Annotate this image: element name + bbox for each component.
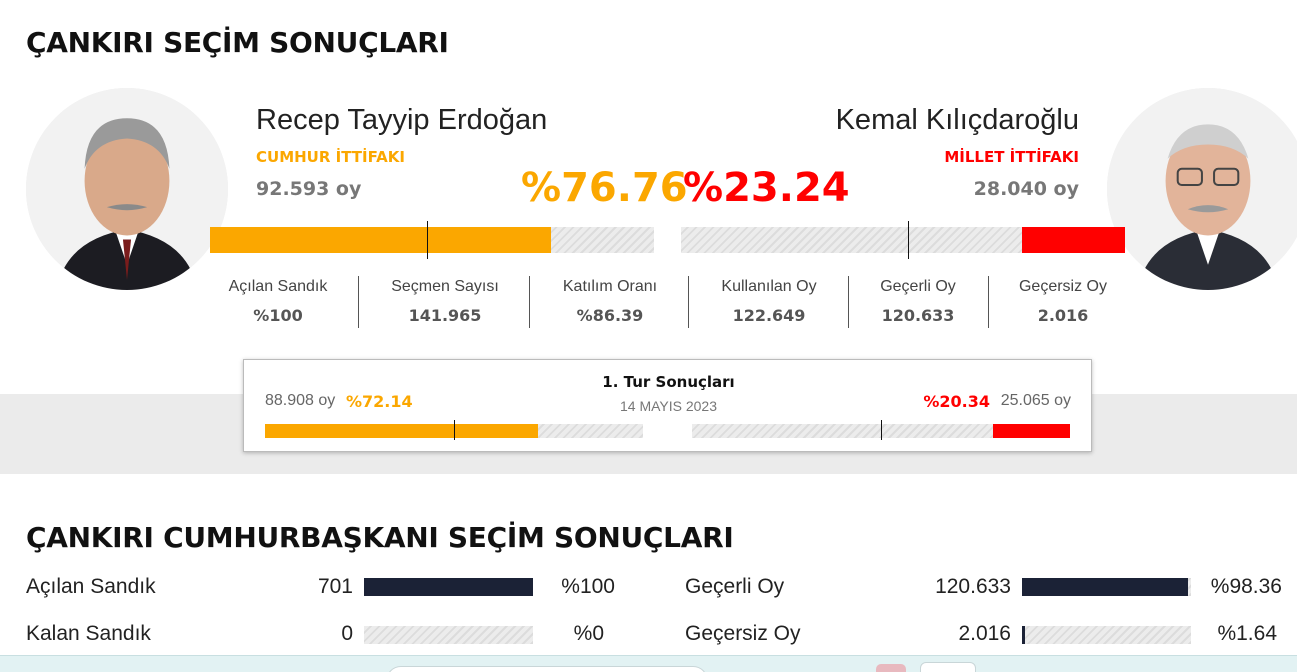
stat-divider [988, 276, 989, 328]
first-round-results-card: 1. Tur Sonuçları 14 MAYIS 2023 88.908 oy… [243, 359, 1092, 452]
stat-value-turnout: %86.39 [576, 306, 644, 325]
stat-value-valid-votes: 120.633 [881, 306, 955, 325]
candidate-2-photo [1107, 88, 1297, 290]
candidate-2-percentage: %23.24 [683, 165, 850, 211]
table-row-bar-fill [1022, 626, 1025, 644]
candidate-1-photo [26, 88, 228, 290]
candidate-2-votes: 28.040 oy [973, 178, 1079, 200]
stat-divider [529, 276, 530, 328]
table-row-percentage: %0 [573, 622, 604, 645]
table-row-bar [364, 626, 533, 644]
table-row-percentage: %98.36 [1210, 575, 1282, 598]
table-row-bar-fill [1022, 578, 1189, 596]
table-row-percentage: %100 [561, 575, 615, 598]
stat-value-votes-cast: 122.649 [732, 306, 806, 325]
candidate-1-name: Recep Tayyip Erdoğan [256, 104, 548, 136]
table-row-label: Kalan Sandık [26, 622, 151, 645]
majority-marker [427, 221, 428, 259]
first-round-candidate-1-bar [265, 420, 643, 440]
section-title: ÇANKIRI CUMHURBAŞKANI SEÇİM SONUÇLARI [26, 521, 734, 554]
stat-label-invalid-votes: Geçersiz Oy [1018, 278, 1107, 295]
candidate-2-result-fill [1021, 227, 1125, 253]
candidate-1-votes: 92.593 oy [256, 178, 362, 200]
first-round-candidate-2-bar [692, 420, 1070, 440]
first-round-candidate-2-fill [993, 424, 1070, 438]
table-row-value: 2.016 [958, 622, 1011, 645]
first-round-candidate-1-percentage: %72.14 [346, 392, 413, 411]
portrait-icon [26, 88, 228, 290]
first-round-title: 1. Tur Sonuçları [602, 373, 735, 391]
majority-marker [454, 420, 455, 440]
first-round-candidate-2-votes: 25.065 oy [1000, 392, 1071, 409]
candidate-1-percentage: %76.76 [521, 165, 688, 211]
candidate-1-result-bar [210, 221, 654, 259]
table-row-bar [364, 578, 533, 596]
table-row-value: 120.633 [935, 575, 1011, 598]
table-row-label: Açılan Sandık [26, 575, 156, 598]
candidate-1-result-fill [210, 227, 551, 253]
bottom-icon[interactable] [876, 664, 906, 672]
stat-value-opened-boxes: %100 [253, 306, 303, 325]
candidate-2-alliance: MİLLET İTTİFAKI [944, 148, 1079, 166]
table-row-bar [1022, 626, 1191, 644]
table-row-label: Geçerli Oy [685, 575, 785, 598]
first-round-candidate-1-fill [265, 424, 538, 438]
table-row-percentage: %1.64 [1217, 622, 1277, 645]
stat-value-invalid-votes: 2.016 [1037, 306, 1089, 325]
stat-label-voter-count: Seçmen Sayısı [391, 278, 499, 295]
candidate-2-name: Kemal Kılıçdaroğlu [835, 104, 1079, 136]
stat-label-votes-cast: Kullanılan Oy [721, 278, 817, 295]
table-row-label: Geçersiz Oy [685, 622, 801, 645]
first-round-date: 14 MAYIS 2023 [619, 398, 718, 414]
bottom-toolbar [0, 655, 1297, 672]
stat-divider [688, 276, 689, 328]
majority-marker [881, 420, 882, 440]
majority-marker [908, 221, 909, 259]
stat-label-valid-votes: Geçerli Oy [880, 278, 956, 295]
stat-divider [358, 276, 359, 328]
table-row-bar [1022, 578, 1191, 596]
bottom-button[interactable] [920, 662, 976, 672]
first-round-candidate-2-percentage: %20.34 [923, 392, 990, 411]
candidate-1-alliance: CUMHUR İTTİFAKI [256, 148, 405, 166]
bottom-search-pill[interactable] [386, 666, 708, 672]
table-row-bar-fill [364, 578, 533, 596]
stat-label-opened-boxes: Açılan Sandık [228, 278, 328, 295]
table-row-value: 0 [341, 622, 353, 645]
stat-value-voter-count: 141.965 [408, 306, 482, 325]
table-row-value: 701 [317, 575, 353, 598]
stat-label-turnout: Katılım Oranı [562, 278, 658, 295]
candidate-2-result-bar [681, 221, 1125, 259]
portrait-icon [1107, 88, 1297, 290]
first-round-candidate-1-votes: 88.908 oy [265, 392, 336, 409]
stat-divider [848, 276, 849, 328]
page-title: ÇANKIRI SEÇİM SONUÇLARI [26, 26, 449, 59]
